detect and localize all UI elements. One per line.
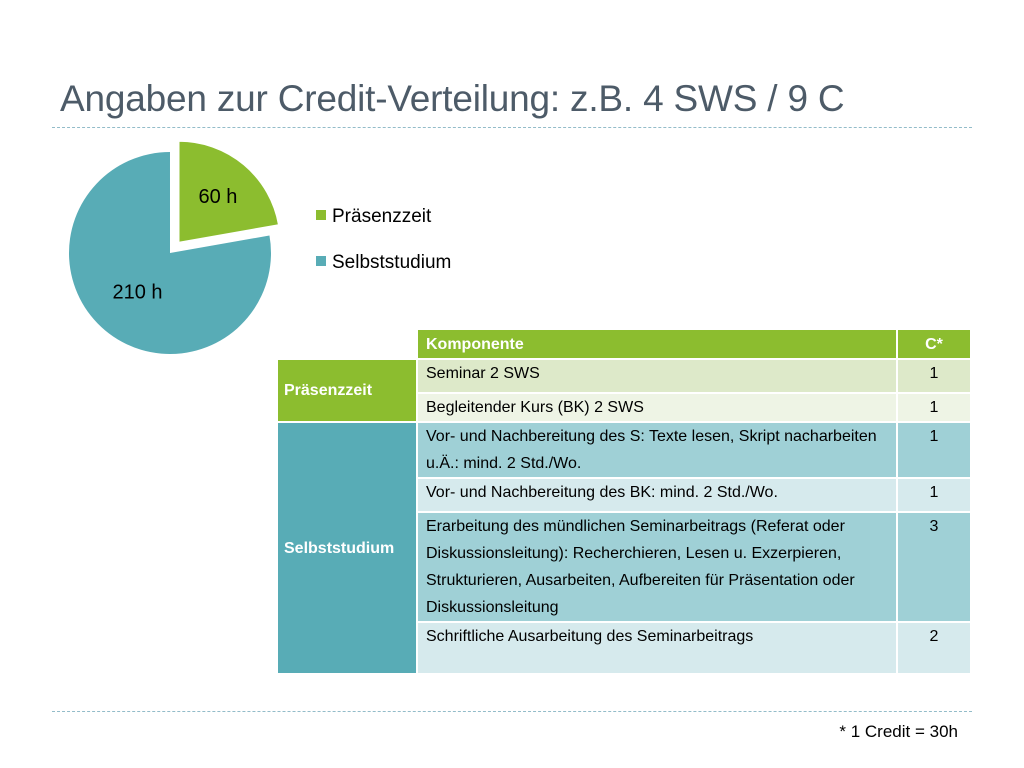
table-row: Begleitender Kurs (BK) 2 SWS 1 [277, 392, 972, 423]
credit-table: Komponente C* Präsenzzeit Seminar 2 SWS … [276, 328, 972, 675]
legend-label: Selbststudium [332, 252, 452, 273]
legend-swatch-teal [316, 256, 326, 266]
legend-label: Präsenzzeit [332, 206, 432, 227]
table-row: Präsenzzeit Seminar 2 SWS 1 [276, 358, 972, 423]
row-text: Schriftliche Ausarbeitung des Seminarbei… [416, 621, 898, 675]
row-credits: 2 [896, 621, 972, 675]
legend-swatch-green [316, 210, 326, 220]
table-row: Schriftliche Ausarbeitung des Seminarbei… [277, 621, 972, 675]
table-header-row: Komponente C* [276, 328, 972, 360]
slide-title: Angaben zur Credit-Verteilung: z.B. 4 SW… [60, 78, 845, 119]
pie-chart: 60 h 210 h [69, 140, 280, 354]
bottom-divider [52, 711, 972, 712]
row-text: Vor- und Nachbereitung des BK: mind. 2 S… [416, 477, 898, 513]
group-label-praesenzzeit: Präsenzzeit [276, 358, 418, 423]
table-row: Selbststudium Vor- und Nachbereitung des… [276, 421, 972, 675]
group-label-selbststudium: Selbststudium [276, 421, 418, 675]
legend-item-praesenzzeit: Präsenzzeit [316, 206, 431, 228]
pie-label-selbststudium: 210 h [113, 282, 163, 304]
table-row: Erarbeitung des mündlichen Seminarbeitra… [277, 511, 972, 623]
row-text: Begleitender Kurs (BK) 2 SWS [416, 392, 898, 423]
header-component: Komponente [416, 328, 898, 360]
row-credits: 3 [896, 511, 972, 623]
row-credits: 1 [896, 358, 972, 394]
pie-label-praesenzzeit: 60 h [198, 186, 237, 208]
header-spacer [276, 328, 418, 360]
table-row: Vor- und Nachbereitung des BK: mind. 2 S… [277, 477, 972, 513]
row-text: Erarbeitung des mündlichen Seminarbeitra… [416, 511, 898, 623]
row-text: Seminar 2 SWS [416, 358, 898, 394]
row-credits: 1 [896, 421, 972, 479]
pie-slice-selbststudium [69, 152, 272, 354]
top-divider [52, 127, 972, 128]
row-text: Vor- und Nachbereitung des S: Texte lese… [416, 421, 898, 479]
footnote: * 1 Credit = 30h [839, 722, 958, 741]
legend-item-selbststudium: Selbststudium [316, 252, 451, 274]
row-credits: 1 [896, 392, 972, 423]
header-credits: C* [896, 328, 972, 360]
pie-slice-praesenzzeit [178, 140, 280, 243]
row-credits: 1 [896, 477, 972, 513]
